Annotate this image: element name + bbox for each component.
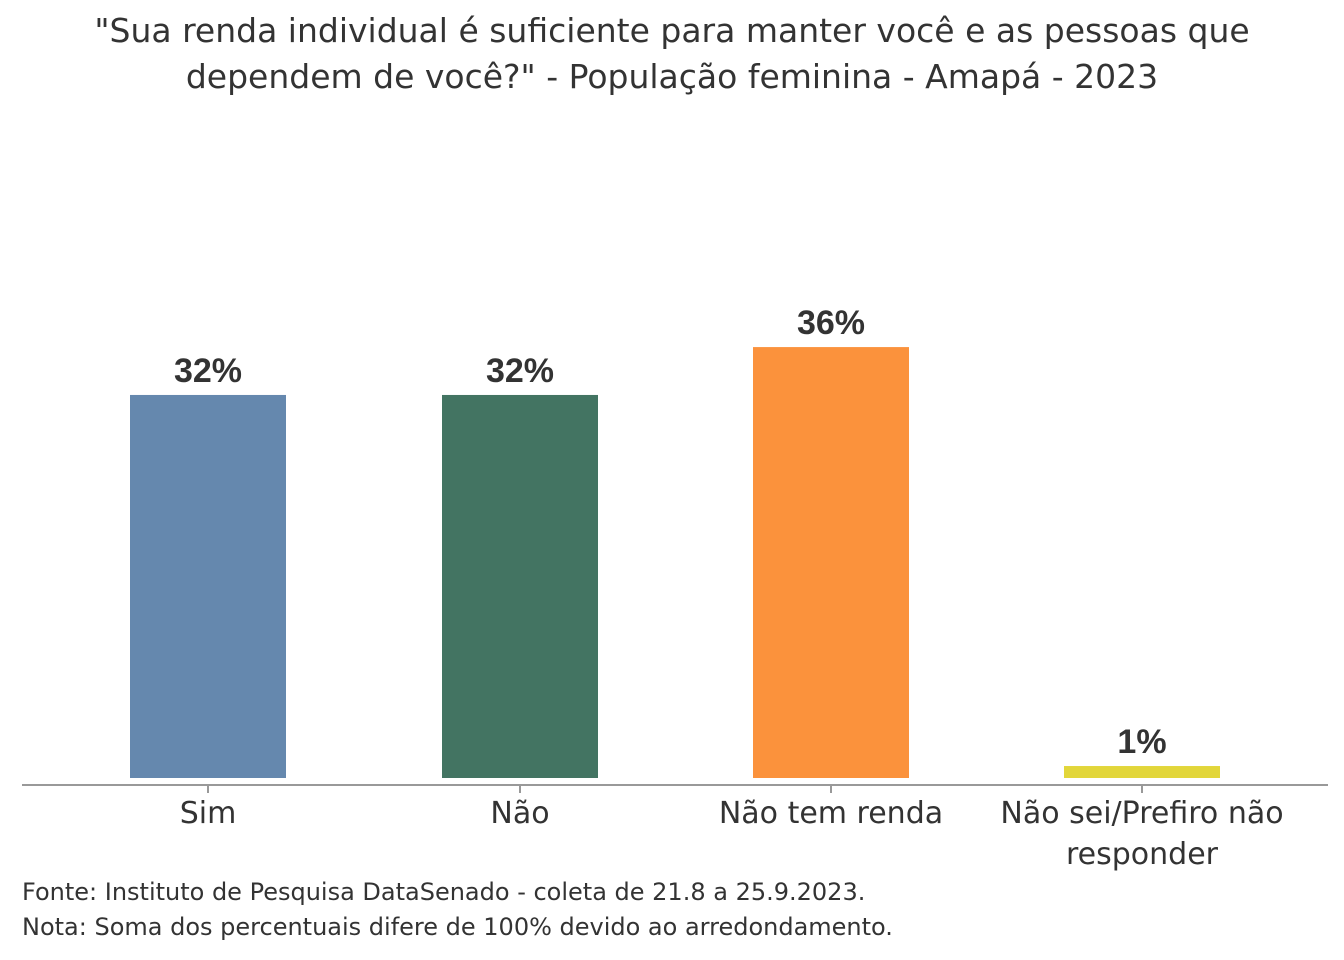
data-label: 1% [1117,723,1166,761]
x-tick-label: Não [490,796,549,831]
data-label: 32% [174,352,242,390]
bar-1 [442,394,598,778]
x-tick-label: Não sei/Prefiro não responder [1000,796,1283,872]
bar-3 [1064,766,1220,778]
data-label: 36% [797,304,865,342]
x-tick-label: Não tem renda [719,796,943,831]
bar-0 [130,394,286,778]
chart-title: "Sua renda individual é suficiente para … [94,11,1250,96]
data-label: 32% [486,352,554,390]
x-tick-label: Sim [180,796,237,831]
footnote: Nota: Soma dos percentuais difere de 100… [22,913,893,941]
bar-2 [753,347,909,778]
source-note: Fonte: Instituto de Pesquisa DataSenado … [22,878,866,906]
